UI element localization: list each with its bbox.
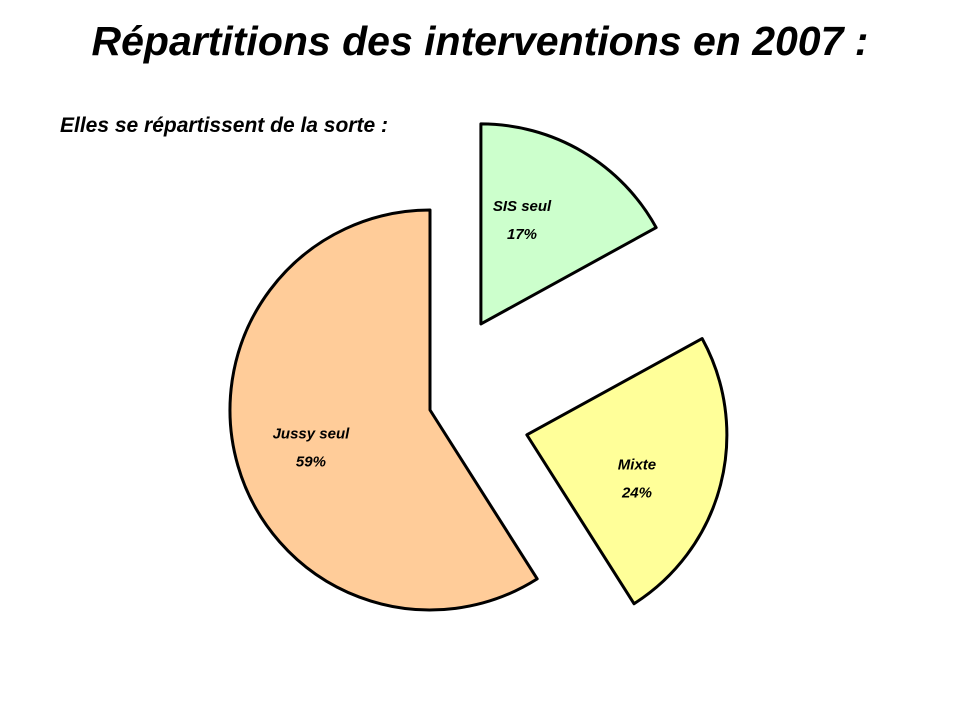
slice-value-label: 17%: [507, 226, 537, 243]
pie-slice-mixte: [525, 337, 729, 606]
slice-label: Jussy seul: [273, 426, 351, 443]
slice-value-label: 24%: [621, 485, 652, 502]
slice-label: Mixte: [618, 457, 656, 474]
slice-value-label: 59%: [296, 454, 326, 471]
pie-slice-jussy-seul: [228, 208, 539, 612]
slice-label: SIS seul: [493, 198, 552, 215]
slide-subtitle: Elles se répartissent de la sorte :: [60, 114, 388, 137]
slide-title: Répartitions des interventions en 2007 :: [91, 18, 869, 64]
pie-slice-sis-seul: [479, 122, 658, 326]
